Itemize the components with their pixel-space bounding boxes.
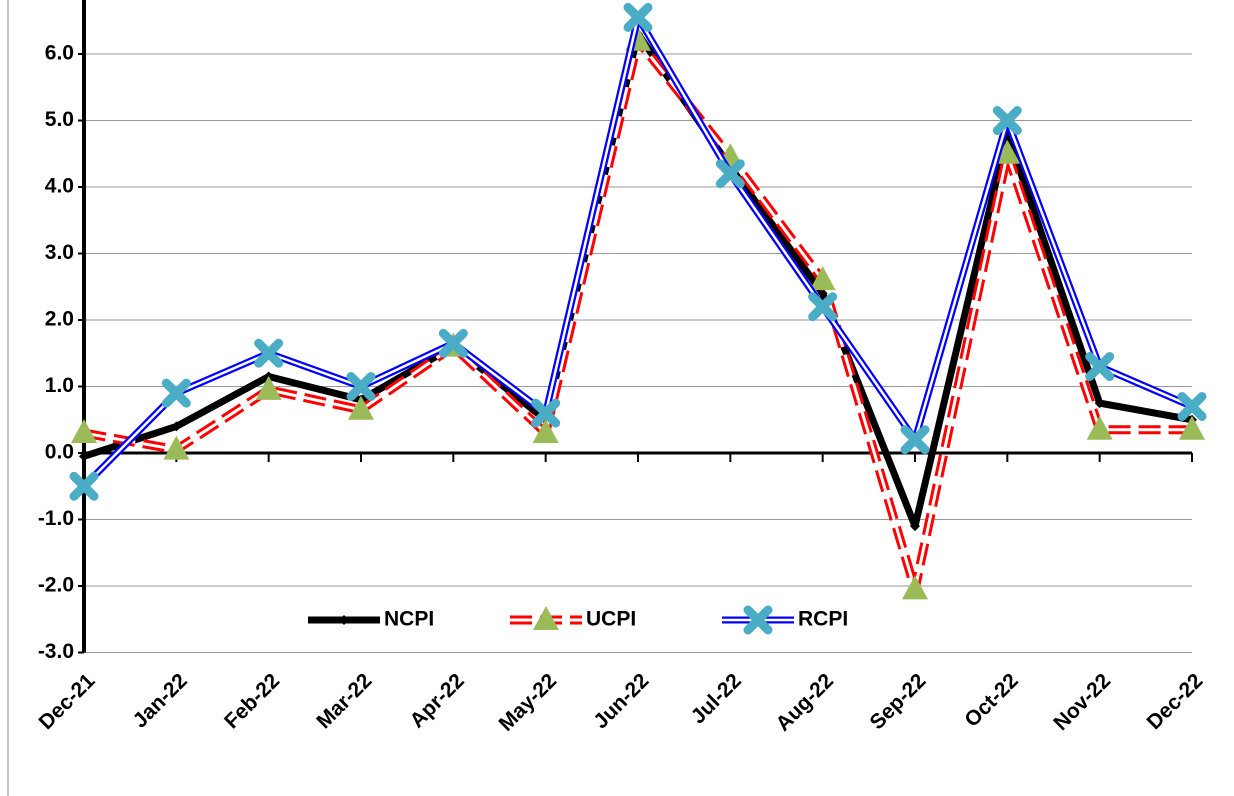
series: [69, 2, 1207, 501]
y-tick-label: -1.0: [38, 507, 74, 530]
x-tick-label: Feb-22: [220, 669, 284, 733]
marker: [1179, 415, 1205, 440]
marker: [817, 288, 828, 299]
marker: [623, 2, 653, 32]
legend-item: [722, 605, 794, 635]
x-tick-label: May-22: [495, 669, 562, 736]
x-tick-label: Sep-22: [865, 669, 930, 734]
legend-label: RCPI: [798, 608, 848, 631]
legend-item: [308, 615, 380, 625]
marker: [1094, 398, 1105, 409]
marker: [255, 375, 282, 400]
y-tick-label: 2.0: [45, 308, 74, 331]
y-tick-label: -3.0: [38, 640, 74, 663]
marker: [809, 266, 836, 291]
marker: [910, 521, 920, 532]
marker: [1086, 415, 1113, 440]
legend-item: [510, 606, 582, 630]
x-tick-label: Dec-22: [1142, 669, 1207, 734]
legend-label: NCPI: [384, 608, 434, 631]
marker: [715, 159, 745, 189]
marker: [531, 398, 561, 428]
x-tick-label: Oct-22: [960, 669, 1022, 731]
marker: [994, 139, 1021, 164]
marker: [532, 419, 559, 444]
x-tick-label: Aug-22: [772, 669, 839, 736]
marker: [1085, 352, 1115, 382]
marker: [348, 395, 374, 420]
marker: [163, 435, 190, 460]
x-tick-label: Jul-22: [687, 669, 746, 728]
marker: [79, 451, 89, 462]
marker: [254, 338, 284, 368]
marker: [339, 615, 349, 625]
marker: [346, 372, 376, 401]
y-tick-label: 3.0: [45, 241, 74, 264]
line-inner: [83, 16, 1193, 488]
marker: [69, 471, 99, 501]
y-tick-label: 5.0: [45, 108, 74, 131]
line: [81, 13, 1194, 489]
x-tick-label: Mar-22: [312, 669, 376, 733]
y-tick-label: 1.0: [45, 374, 74, 397]
marker: [992, 106, 1022, 135]
x-tick-label: Jan-22: [128, 669, 191, 732]
marker: [1177, 391, 1207, 421]
x-tick-label: Dec-21: [34, 669, 99, 734]
x-tick-label: Apr-22: [405, 669, 468, 732]
marker: [533, 606, 559, 630]
line: [83, 36, 1192, 594]
x-tick-label: Jun-22: [589, 669, 653, 733]
y-tick-label: 4.0: [45, 175, 74, 198]
legend-label: UCPI: [586, 608, 636, 631]
series: [71, 26, 1205, 600]
marker: [743, 605, 773, 635]
x-tick-label: Nov-22: [1049, 669, 1115, 735]
line-inner: [83, 39, 1192, 591]
y-tick-label: 0.0: [45, 441, 74, 464]
marker: [808, 292, 838, 322]
marker: [161, 378, 191, 408]
y-tick-label: -2.0: [38, 574, 74, 597]
y-tick-label: 6.0: [45, 42, 74, 65]
marker: [171, 421, 182, 432]
marker: [438, 328, 468, 358]
marker: [900, 425, 930, 455]
marker: [71, 419, 97, 444]
marker: [902, 575, 928, 600]
